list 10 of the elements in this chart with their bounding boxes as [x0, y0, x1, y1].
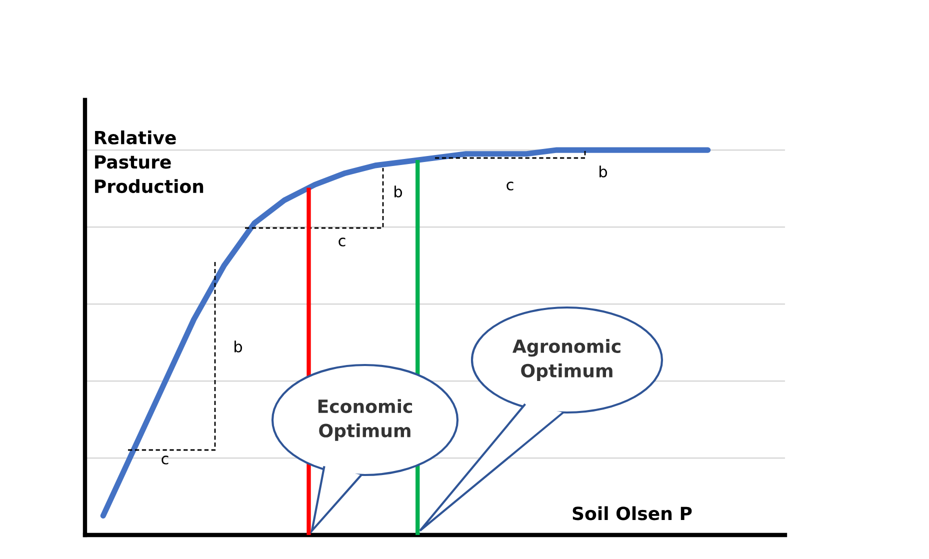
annotation: c: [338, 238, 346, 246]
y-axis-title: Relative Pasture Production: [95, 130, 204, 194]
annotation: b: [234, 340, 242, 352]
annotation: Economic Optimum: [318, 399, 412, 441]
annotation: b: [600, 166, 608, 178]
annotation: c: [506, 182, 514, 190]
annotation: c: [162, 456, 168, 464]
annotation: Agronomic Optimum: [512, 339, 620, 381]
x-axis-title: Soil Olsen P: [572, 506, 692, 520]
annotation: b: [394, 186, 402, 198]
